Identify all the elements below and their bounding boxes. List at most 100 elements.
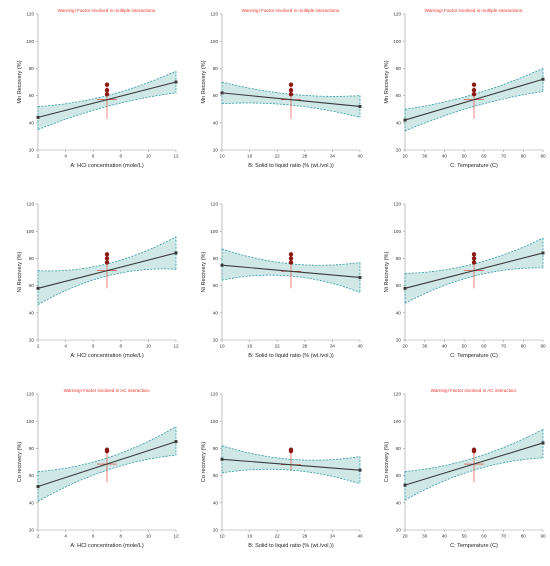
- x-tick-label: 2: [37, 344, 40, 349]
- chart-panel-7: Warning! Factor involved in AC interacti…: [0, 380, 183, 566]
- y-tick-label: 40: [213, 310, 219, 315]
- y-tick-label: 100: [393, 39, 401, 44]
- band-lower-edge: [404, 267, 544, 304]
- x-tick-label: 10: [146, 344, 152, 349]
- fit-endpoint-left: [220, 91, 224, 95]
- fit-line: [221, 92, 361, 108]
- y-tick-label: 60: [213, 93, 219, 98]
- x-tick-label: 40: [357, 534, 363, 539]
- x-axis-label: A: HCl concentration (mole/L): [70, 163, 144, 169]
- y-tick-label: 40: [29, 500, 35, 505]
- fit-line: [404, 78, 544, 121]
- fit-line: [221, 458, 361, 471]
- x-tick-label: 4: [64, 154, 67, 159]
- y-tick-label: 60: [213, 473, 219, 478]
- fit-endpoint-left: [36, 484, 40, 488]
- x-tick-label: 50: [462, 154, 468, 159]
- x-tick-label: 10: [219, 534, 225, 539]
- x-tick-label: 40: [357, 344, 363, 349]
- design-point: [471, 82, 477, 87]
- y-tick-label: 120: [26, 12, 34, 17]
- band-upper-edge: [404, 68, 544, 110]
- design-point: [288, 260, 294, 265]
- band-upper-edge: [404, 429, 544, 472]
- y-tick-label: 40: [213, 120, 219, 125]
- x-tick-label: 90: [540, 154, 546, 159]
- fit-endpoint-left: [36, 115, 40, 119]
- y-tick-label: 20: [29, 148, 35, 153]
- x-tick-label: 4: [64, 534, 67, 539]
- x-tick-label: 22: [275, 154, 281, 159]
- x-tick-label: 80: [521, 154, 527, 159]
- y-axis-label: Co recovery (%): [201, 442, 207, 483]
- warning-text: Warning! Factor involved in multiple int…: [58, 8, 157, 13]
- warning-text: Warning! Factor involved in multiple int…: [242, 8, 341, 13]
- chart-svg: Warning! Factor involved in AC interacti…: [384, 388, 546, 549]
- y-tick-label: 40: [213, 500, 219, 505]
- y-tick-label: 20: [396, 338, 402, 343]
- x-tick-label: 50: [462, 344, 468, 349]
- x-tick-label: 8: [120, 534, 123, 539]
- y-tick-label: 40: [29, 120, 35, 125]
- x-axis-label: B: Solid to liquid ratio (% (wt./vol.)): [248, 163, 334, 169]
- x-tick-label: 12: [173, 344, 179, 349]
- y-tick-label: 100: [210, 419, 218, 424]
- fit-endpoint-right: [358, 468, 362, 472]
- y-tick-label: 40: [396, 500, 402, 505]
- x-tick-label: 8: [120, 344, 123, 349]
- fit-endpoint-right: [358, 104, 362, 108]
- chart-svg: 20 40 60 80 100 120 10 16 22 28 34 40 B: Solid to li…: [201, 392, 363, 549]
- fit-endpoint-left: [403, 483, 407, 487]
- x-tick-label: 34: [330, 154, 336, 159]
- y-tick-label: 120: [393, 392, 401, 397]
- warning-text: Warning! Factor involved in AC interacti…: [64, 388, 151, 393]
- y-tick-label: 60: [29, 283, 35, 288]
- x-tick-label: 22: [275, 344, 281, 349]
- x-tick-label: 10: [219, 344, 225, 349]
- x-tick-label: 30: [422, 154, 428, 159]
- x-tick-label: 70: [501, 344, 507, 349]
- x-tick-label: 80: [521, 534, 527, 539]
- x-tick-label: 40: [442, 534, 448, 539]
- y-tick-label: 120: [210, 202, 218, 207]
- x-tick-label: 10: [146, 154, 152, 159]
- y-axis-label: Mn Recovery (%): [17, 60, 23, 103]
- x-tick-label: 12: [173, 534, 179, 539]
- y-tick-label: 100: [210, 39, 218, 44]
- design-point: [471, 92, 477, 97]
- x-tick-label: 30: [422, 534, 428, 539]
- x-tick-label: 70: [501, 154, 507, 159]
- x-tick-label: 30: [422, 344, 428, 349]
- y-axis-label: Ni Recovery (%): [384, 252, 390, 293]
- x-axis-label: B: Solid to liquid ratio (% (wt./vol.)): [248, 543, 334, 549]
- x-axis-label: C: Temperature (C): [450, 353, 498, 359]
- x-tick-label: 60: [481, 534, 487, 539]
- chart-panel-6: 20 40 60 80 100 120 20 30 40 50 60 70 80 90 C: Tempera…: [367, 190, 550, 376]
- design-point: [104, 256, 110, 261]
- x-tick-label: 50: [462, 534, 468, 539]
- y-tick-label: 80: [396, 256, 402, 261]
- chart-panel-9: Warning! Factor involved in AC interacti…: [367, 380, 550, 566]
- fit-line: [37, 441, 177, 488]
- y-tick-label: 20: [213, 528, 219, 533]
- fit-endpoint-right: [174, 251, 178, 255]
- y-tick-label: 100: [26, 419, 34, 424]
- fit-line: [37, 252, 177, 289]
- x-tick-label: 90: [540, 344, 546, 349]
- fit-endpoint-right: [174, 80, 178, 84]
- chart-panel-1: Warning! Factor involved in multiple int…: [0, 0, 183, 186]
- y-tick-label: 100: [26, 229, 34, 234]
- y-axis-label: Ni Recovery (%): [201, 252, 207, 293]
- y-tick-label: 120: [210, 12, 218, 17]
- design-point: [471, 252, 477, 257]
- warning-text: Warning! Factor involved in multiple int…: [425, 8, 524, 13]
- x-tick-label: 10: [146, 534, 152, 539]
- chart-svg: 20 40 60 80 100 120 20 30 40 50 60 70 80 90 C: Tempera…: [384, 202, 546, 359]
- y-tick-label: 20: [396, 528, 402, 533]
- design-point: [471, 260, 477, 265]
- design-point: [104, 260, 110, 265]
- x-tick-label: 16: [247, 154, 253, 159]
- y-tick-label: 40: [396, 120, 402, 125]
- chart-svg: Warning! Factor involved in multiple int…: [384, 8, 546, 169]
- x-tick-label: 60: [481, 154, 487, 159]
